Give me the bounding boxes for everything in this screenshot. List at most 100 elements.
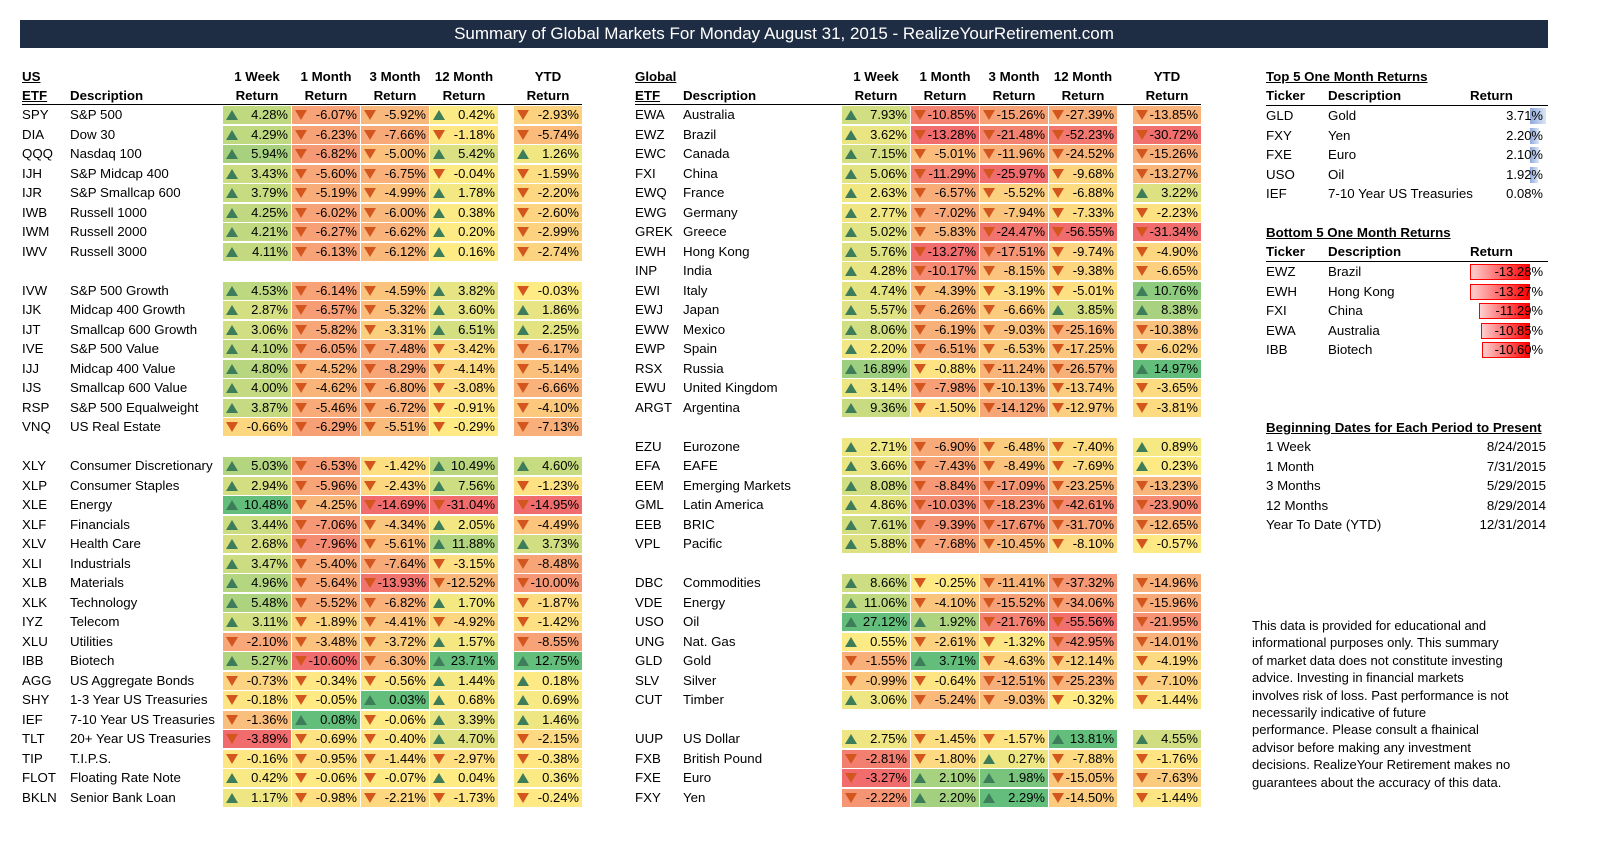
data-bar: [1530, 108, 1546, 124]
ticker: EWA: [635, 107, 665, 122]
return-value: -15.52%: [996, 594, 1045, 610]
return-value: -1.36%: [246, 711, 288, 727]
return-value: 1.86%: [542, 302, 579, 317]
triangle-up-icon: [517, 461, 529, 471]
triangle-down-icon: [914, 168, 926, 179]
return-value: -13.27%: [1149, 165, 1198, 181]
triangle-down-icon: [364, 305, 376, 315]
return-value: -12.51%: [996, 672, 1045, 688]
return-cell: 4.53%: [223, 281, 291, 300]
return-value: -6.30%: [384, 653, 426, 668]
triangle-down-icon: [433, 383, 445, 393]
return-cell: -7.88%: [1049, 749, 1117, 768]
description: Industrials: [70, 555, 131, 571]
return-cell: -4.19%: [1133, 652, 1201, 670]
period-start-date: 8/29/2014: [1486, 497, 1546, 513]
return-cell: 8.08%: [842, 476, 910, 495]
description: Euro: [1328, 147, 1357, 162]
description: Yen: [683, 789, 706, 805]
triangle-down-icon: [983, 168, 995, 179]
return-cell: 6.51%: [430, 320, 498, 339]
triangle-down-icon: [295, 168, 307, 179]
return-cell: -2.43%: [361, 476, 429, 495]
return-cell: -6.51%: [911, 340, 979, 358]
return-value: -6.51%: [934, 341, 976, 356]
return-value: -3.89%: [246, 731, 288, 746]
return-cell: -2.93%: [514, 106, 582, 124]
data-bar: [1530, 166, 1539, 183]
ticker: XLF: [22, 516, 47, 532]
return-value: 8.08%: [870, 477, 907, 493]
description: Australia: [1328, 322, 1380, 338]
return-cell: -12.14%: [1049, 652, 1117, 670]
return-value: 2.20%: [939, 789, 976, 805]
ticker: XLE: [22, 497, 48, 512]
triangle-down-icon: [983, 207, 995, 218]
description: S&P Midcap 400: [70, 165, 169, 181]
return-cell: -9.03%: [980, 691, 1048, 709]
return-value: 7.56%: [458, 477, 495, 493]
triangle-down-icon: [295, 773, 307, 783]
return-cell: -6.02%: [292, 203, 360, 222]
triangle-up-icon: [845, 734, 857, 744]
col-header-period: 3 Month: [988, 69, 1040, 84]
return-value: -6.12%: [384, 243, 426, 259]
return-value: -6.07%: [315, 107, 357, 122]
return-value: -4.59%: [384, 282, 426, 298]
return-value: -3.72%: [384, 633, 426, 649]
return-value: -14.95%: [530, 497, 579, 512]
triangle-down-icon: [226, 422, 238, 432]
description: Italy: [683, 282, 708, 298]
return-cell: 7.56%: [430, 476, 498, 495]
ticker: DBC: [635, 575, 664, 590]
description: Smallcap 600 Value: [70, 380, 188, 395]
return-cell: -1.89%: [292, 613, 360, 631]
return-value: 4.00%: [251, 380, 288, 395]
triangle-down-icon: [1052, 480, 1064, 491]
return-cell: -6.82%: [292, 145, 360, 163]
return-cell: -2.81%: [842, 749, 910, 768]
return-value: -6.72%: [384, 399, 426, 415]
period-start-date: 12/31/2014: [1479, 517, 1546, 532]
col-header-period: YTD: [1153, 69, 1181, 84]
return-value: 3.62%: [870, 126, 907, 142]
return-cell: -5.14%: [514, 359, 582, 378]
return-cell: -5.61%: [361, 535, 429, 553]
triangle-down-icon: [1052, 461, 1064, 471]
return-cell: -1.80%: [911, 749, 979, 768]
triangle-down-icon: [517, 363, 529, 374]
triangle-down-icon: [517, 500, 529, 510]
triangle-up-icon: [226, 402, 238, 413]
return-value: -2.81%: [865, 750, 907, 766]
return-value: 2.20%: [1506, 127, 1543, 143]
triangle-down-icon: [364, 558, 376, 569]
return-cell: 5.94%: [223, 145, 291, 163]
return-cell: 3.71%: [911, 652, 979, 670]
return-value: -0.66%: [246, 419, 288, 434]
return-value: -34.06%: [1065, 594, 1114, 610]
return-cell: -0.57%: [1133, 535, 1201, 553]
return-cell: -4.52%: [292, 359, 360, 378]
return-cell: -6.53%: [980, 340, 1048, 358]
triangle-down-icon: [1136, 227, 1148, 237]
return-value: -6.23%: [315, 126, 357, 142]
return-cell: -7.68%: [911, 535, 979, 553]
col-header-return: Return: [526, 88, 570, 103]
return-value: 0.16%: [458, 243, 495, 259]
triangle-down-icon: [295, 558, 307, 569]
disclaimer-line: necessarily indicative of future: [1252, 705, 1427, 720]
return-cell: -9.68%: [1049, 164, 1117, 183]
return-cell: 4.11%: [223, 242, 291, 261]
ticker: FXY: [635, 789, 661, 805]
return-value: -5.14%: [537, 360, 579, 376]
return-cell: 2.94%: [223, 476, 291, 495]
disclaimer-line: of market data does not constitute inves…: [1252, 652, 1503, 668]
ticker: EEB: [635, 516, 662, 532]
return-value: -10.60%: [1494, 342, 1543, 357]
triangle-down-icon: [433, 558, 445, 569]
return-cell: -14.95%: [514, 496, 582, 514]
return-cell: -25.16%: [1049, 320, 1117, 339]
return-value: 4.25%: [251, 204, 288, 220]
triangle-up-icon: [845, 441, 857, 452]
description: Materials: [70, 575, 124, 590]
